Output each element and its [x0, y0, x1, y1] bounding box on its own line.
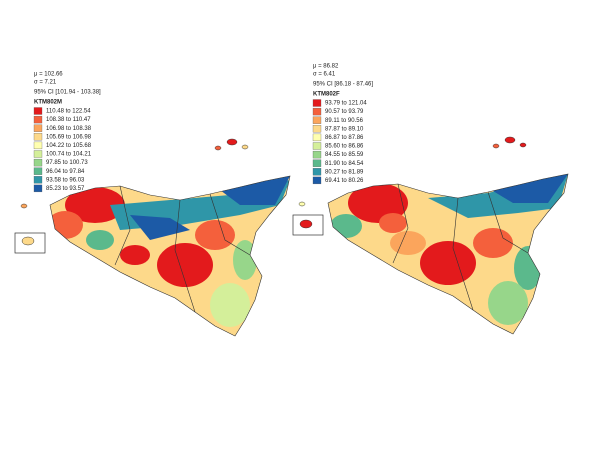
legend-label: 80.27 to 81.89: [325, 169, 364, 175]
legend-swatch: [312, 125, 322, 133]
legend-swatch: [312, 116, 322, 124]
std-dev: σ = 7.21: [34, 80, 57, 86]
legend-swatch: [312, 168, 322, 176]
legend-label: 104.22 to 105.68: [46, 143, 92, 149]
legend-swatch: [33, 167, 43, 175]
legend-label: 110.48 to 122.54: [46, 109, 91, 115]
confidence-interval: 95% CI [101.94 - 103.38]: [34, 90, 101, 96]
legend-label: 84.55 to 85.59: [325, 152, 364, 158]
legend-swatch: [312, 150, 322, 159]
legend-label: 86.87 to 87.86: [325, 135, 364, 141]
legend-label: 96.04 to 97.84: [46, 169, 85, 175]
legend-label: 85.60 to 86.86: [325, 144, 364, 150]
legend-swatch: [33, 176, 43, 184]
legend-label: 93.58 to 96.03: [46, 177, 85, 183]
legend-swatch: [312, 107, 322, 116]
legend-label: 81.90 to 84.54: [325, 161, 364, 167]
legend-label: 105.69 to 106.98: [46, 134, 92, 140]
legend-swatch: [33, 184, 43, 193]
legend-label: 69.41 to 80.26: [325, 178, 364, 184]
legend-label: 100.74 to 104.21: [46, 152, 92, 158]
legend-label: 106.98 to 108.38: [46, 126, 92, 132]
legend-label: 90.57 to 93.79: [325, 109, 364, 115]
legend-swatch: [33, 158, 43, 167]
legend-label: 93.79 to 121.04: [325, 101, 367, 107]
legend-swatch: [312, 133, 322, 142]
legend-swatch: [312, 159, 322, 167]
legend-label: 89.11 to 90.56: [325, 118, 364, 124]
legend-label: 85.23 to 93.57: [46, 186, 85, 192]
legend-label: 97.85 to 100.73: [46, 160, 88, 166]
legend-swatch: [33, 124, 43, 132]
legend-swatch: [312, 142, 322, 150]
legend-swatch: [33, 150, 43, 158]
legend-title: KTM802M: [34, 100, 62, 106]
std-dev: σ = 6.41: [313, 72, 336, 78]
legend-swatch: [33, 115, 43, 124]
map-right: [292, 136, 569, 335]
legend-swatch: [312, 176, 322, 185]
legend-swatch: [33, 133, 43, 141]
confidence-interval: 95% CI [86.18 - 87.46]: [313, 82, 373, 88]
mean: μ = 86.82: [313, 64, 339, 70]
legend-label: 87.87 to 89.10: [325, 126, 364, 132]
legend-swatch: [312, 99, 322, 107]
legend-swatch: [33, 141, 43, 150]
legend-title: KTM802F: [313, 92, 340, 98]
legend-swatch: [33, 107, 43, 115]
mean: μ = 102.66: [34, 72, 63, 78]
legend-label: 108.38 to 110.47: [46, 117, 91, 123]
